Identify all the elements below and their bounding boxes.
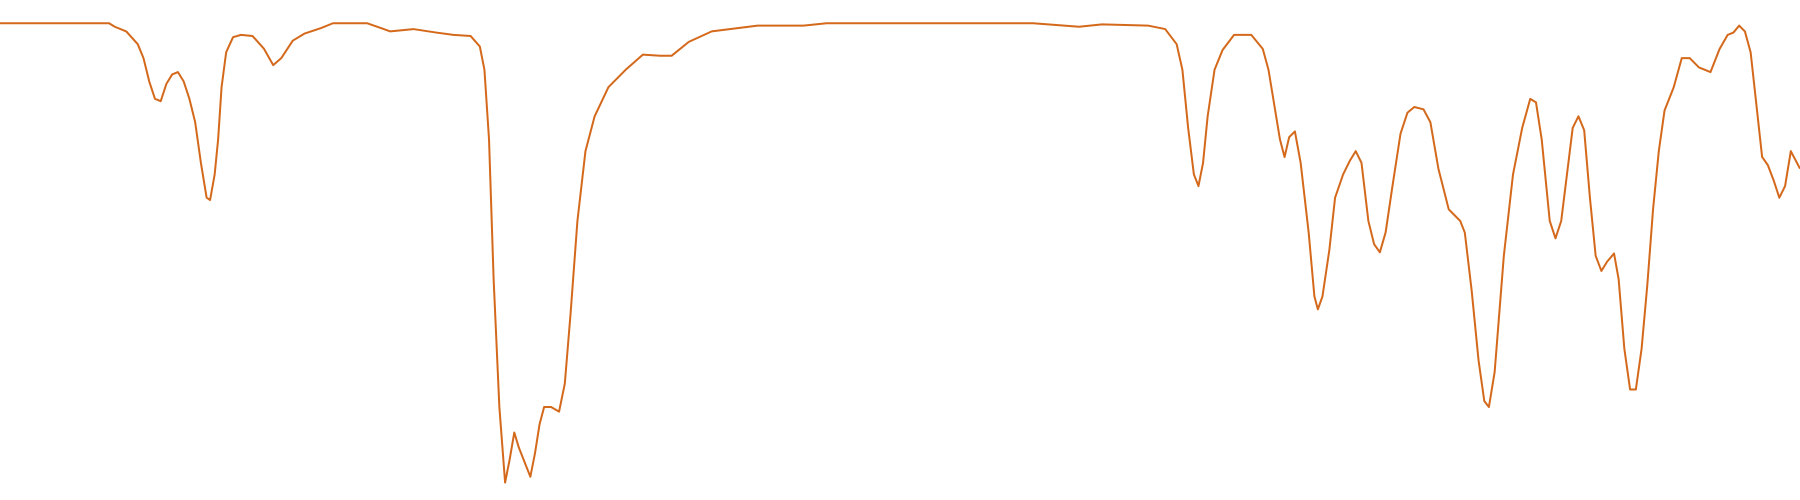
spectrum-line [0, 22, 1800, 484]
